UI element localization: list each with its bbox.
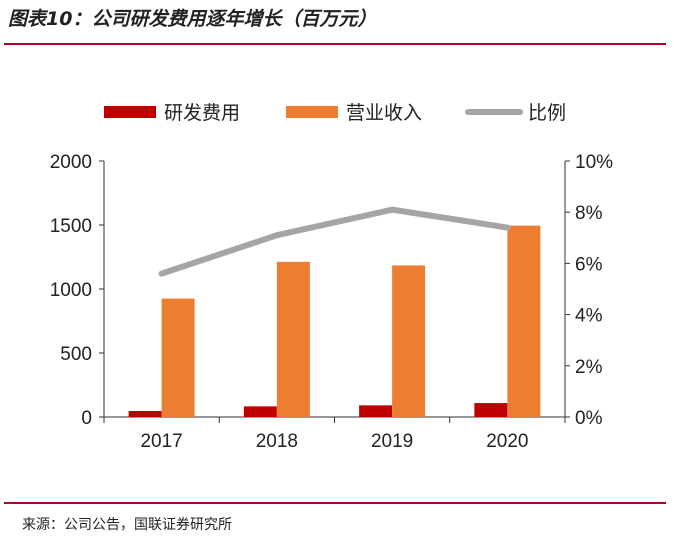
bar-营业收入-2018 bbox=[276, 261, 310, 417]
y-tick-label: 2000 bbox=[50, 152, 92, 173]
legend-label-0: 研发费用 bbox=[164, 102, 240, 124]
x-tick-label: 2020 bbox=[486, 431, 528, 452]
bar-营业收入-2019 bbox=[392, 265, 426, 417]
x-tick-label: 2019 bbox=[371, 431, 413, 452]
y2-tick-label: 4% bbox=[575, 306, 603, 327]
bottom-divider bbox=[4, 502, 666, 504]
legend-label-1: 营业收入 bbox=[346, 102, 422, 124]
bar-营业收入-2020 bbox=[507, 225, 541, 417]
y-tick-label: 0 bbox=[81, 408, 92, 429]
bar-研发费用-2020 bbox=[474, 403, 508, 417]
legend-swatch-0 bbox=[104, 106, 156, 118]
bar-研发费用-2017 bbox=[128, 410, 162, 417]
bar-研发费用-2019 bbox=[359, 405, 393, 417]
y2-tick-label: 0% bbox=[575, 408, 603, 429]
y-tick-label: 1000 bbox=[50, 280, 92, 301]
line-比例 bbox=[158, 206, 511, 277]
y-tick-label: 1500 bbox=[50, 216, 92, 237]
y2-tick-label: 6% bbox=[575, 254, 603, 275]
y2-tick-label: 10% bbox=[575, 152, 613, 173]
source-note: 来源：公司公告，国联证券研究所 bbox=[22, 517, 232, 533]
y-tick-label: 500 bbox=[60, 344, 92, 365]
bar-营业收入-2017 bbox=[161, 298, 195, 417]
legend-swatch-1 bbox=[286, 106, 338, 118]
y2-tick-label: 2% bbox=[575, 357, 603, 378]
x-tick-label: 2018 bbox=[256, 431, 298, 452]
chart-title: 图表10：公司研发费用逐年增长（百万元） bbox=[8, 8, 377, 30]
x-tick-label: 2017 bbox=[140, 431, 182, 452]
bar-研发费用-2018 bbox=[243, 406, 277, 417]
y2-tick-label: 8% bbox=[575, 203, 603, 224]
top-divider bbox=[4, 43, 666, 45]
legend-label-2: 比例 bbox=[528, 102, 566, 124]
